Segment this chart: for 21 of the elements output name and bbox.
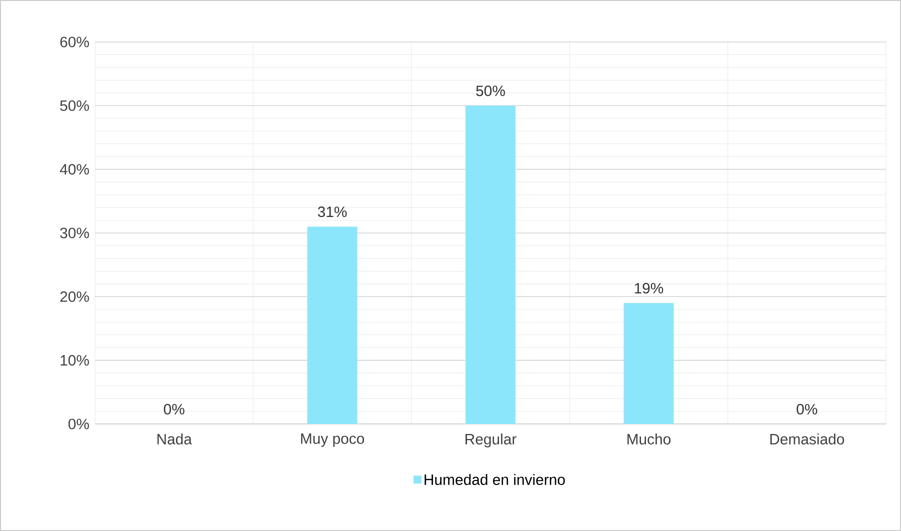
y-tick-label: 40% [60,164,89,175]
y-tick-label: 10% [60,355,89,366]
y-tick-label: 30% [60,228,89,238]
data-label: 50% [476,86,505,96]
data-label: 0% [796,404,818,414]
bar [466,106,516,424]
x-tick-label: Nada [157,434,192,444]
x-tick-label: Demasiado [770,434,844,444]
data-label: 31% [318,206,347,218]
data-label: 19% [634,282,664,294]
y-tick-label: 20% [60,291,89,302]
x-tick-label: Mucho [628,434,671,444]
y-tick-label: 50% [60,100,89,111]
y-tick-label: 60% [60,36,89,48]
bar [624,303,674,424]
bar [307,226,358,424]
x-tick-label: Regular [466,434,516,448]
data-label: 0% [164,404,184,414]
y-tick-label: 0% [68,418,89,430]
legend-label: Humedad en invierno [424,474,565,485]
x-tick-label: Muy poco [301,434,364,447]
